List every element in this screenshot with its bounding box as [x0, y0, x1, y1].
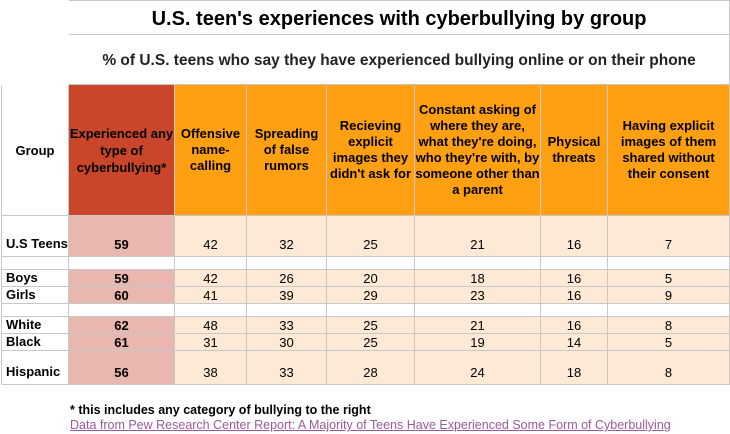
chart-title: U.S. teen's experiences with cyberbullyi… — [151, 8, 647, 30]
value-cell: 59 — [68, 269, 175, 287]
value-cell: 5 — [606, 333, 730, 351]
column-header: Spreading of false rumors — [246, 84, 327, 216]
value-cell: 18 — [540, 350, 608, 385]
value-cell: 16 — [540, 286, 608, 304]
value-cell: 25 — [326, 215, 415, 257]
source-link[interactable]: Data from Pew Research Center Report: A … — [70, 418, 671, 432]
value-cell: 28 — [326, 350, 415, 385]
column-header: Physical threats — [540, 84, 608, 216]
value-cell: 42 — [174, 215, 247, 257]
column-header: Offensive name-calling — [174, 84, 247, 216]
table-row: Boys 59 42 26 20 18 16 5 — [1, 269, 730, 287]
column-header: Group — [1, 84, 69, 216]
value-cell: 16 — [540, 269, 608, 287]
cyberbullying-table: U.S. teen's experiences with cyberbullyi… — [1, 0, 730, 385]
column-header: Recieving explicit images they didn't as… — [326, 84, 415, 216]
spacer-row — [1, 256, 730, 270]
column-header: Experienced any type of cyberbullying* — [68, 84, 175, 216]
chart-subtitle: % of U.S. teens who say they have experi… — [102, 51, 696, 69]
value-cell: 29 — [326, 286, 415, 304]
group-label: Hispanic — [1, 350, 69, 385]
table-row: U.S Teens 59 42 32 25 21 16 7 — [1, 215, 730, 257]
value-cell: 21 — [414, 215, 541, 257]
value-cell: 9 — [606, 286, 730, 304]
value-cell: 61 — [68, 333, 175, 351]
value-cell: 7 — [606, 215, 730, 257]
value-cell: 26 — [246, 269, 327, 287]
table-row: Hispanic 56 38 33 28 24 18 8 — [1, 350, 730, 385]
value-cell: 20 — [326, 269, 415, 287]
value-cell: 25 — [326, 316, 415, 334]
value-cell: 8 — [606, 350, 730, 385]
column-header: Having explicit images of them shared wi… — [606, 84, 730, 216]
group-label: Black — [1, 333, 69, 351]
value-cell: 8 — [606, 316, 730, 334]
table-row: White 62 48 33 25 21 16 8 — [1, 316, 730, 334]
table-row: Black 61 31 30 25 19 14 5 — [1, 333, 730, 351]
value-cell: 30 — [246, 333, 327, 351]
group-label: White — [1, 316, 69, 334]
value-cell: 19 — [414, 333, 541, 351]
value-cell: 18 — [414, 269, 541, 287]
value-cell: 59 — [68, 215, 175, 257]
value-cell: 33 — [246, 316, 327, 334]
value-cell: 39 — [246, 286, 327, 304]
value-cell: 25 — [326, 333, 415, 351]
column-header: Constant asking of where they are, what … — [414, 84, 541, 216]
value-cell: 42 — [174, 269, 247, 287]
value-cell: 62 — [68, 316, 175, 334]
value-cell: 16 — [540, 316, 608, 334]
group-label: U.S Teens — [1, 215, 69, 257]
value-cell: 41 — [174, 286, 247, 304]
table-row: Girls 60 41 39 29 23 16 9 — [1, 286, 730, 304]
value-cell: 16 — [540, 215, 608, 257]
value-cell: 48 — [174, 316, 247, 334]
group-label: Girls — [1, 286, 69, 304]
value-cell: 38 — [174, 350, 247, 385]
value-cell: 5 — [606, 269, 730, 287]
value-cell: 21 — [414, 316, 541, 334]
value-cell: 23 — [414, 286, 541, 304]
value-cell: 60 — [68, 286, 175, 304]
value-cell: 56 — [68, 350, 175, 385]
value-cell: 31 — [174, 333, 247, 351]
footnote: * this includes any category of bullying… — [70, 403, 371, 417]
group-label: Boys — [1, 269, 69, 287]
spacer-row — [1, 303, 730, 317]
value-cell: 32 — [246, 215, 327, 257]
value-cell: 14 — [540, 333, 608, 351]
value-cell: 24 — [414, 350, 541, 385]
value-cell: 33 — [246, 350, 327, 385]
